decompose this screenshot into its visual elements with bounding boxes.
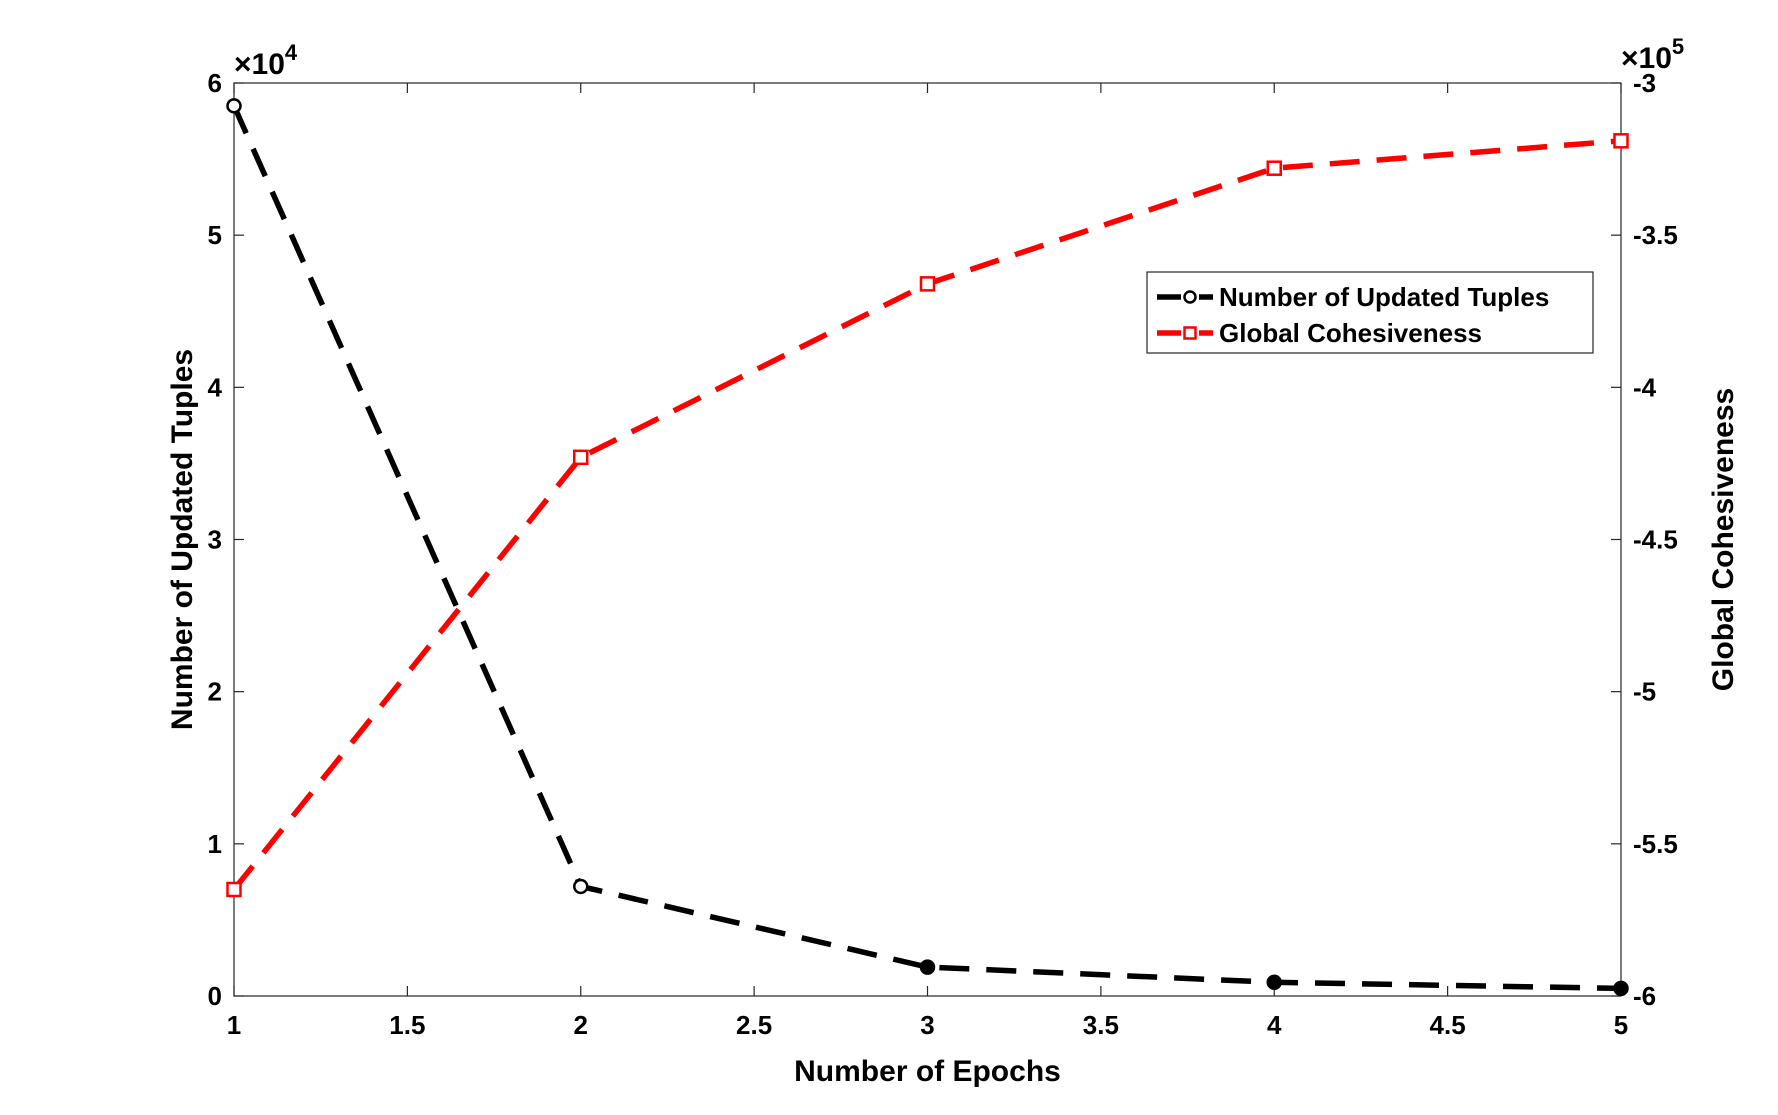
x-axis-label: Number of Epochs bbox=[794, 1055, 1061, 1088]
y-axis-left-exponent-power: 4 bbox=[285, 40, 298, 65]
legend-label: Number of Updated Tuples bbox=[1219, 282, 1549, 312]
legend-marker-square bbox=[1183, 326, 1197, 340]
x-tick-label: 4.5 bbox=[1430, 1010, 1466, 1040]
data-point-updated-tuples bbox=[919, 959, 936, 975]
data-point-updated-tuples bbox=[573, 878, 589, 895]
legend-label: Global Cohesiveness bbox=[1219, 318, 1482, 348]
y-right-tick-label: -4 bbox=[1633, 372, 1657, 402]
y-right-tick-label: -4.5 bbox=[1633, 525, 1678, 555]
series-line-updated-tuples bbox=[231, 104, 1622, 992]
plot-area-box bbox=[233, 82, 1622, 997]
y-left-tick-label: 2 bbox=[208, 677, 222, 707]
axis-labels: Number of Epochs Number of Updated Tuple… bbox=[166, 34, 1740, 1088]
y-right-tick-label: -5.5 bbox=[1633, 829, 1678, 859]
y-axis-right-exponent-base: ×10 bbox=[1621, 42, 1672, 75]
y-left-tick-label: 4 bbox=[208, 372, 223, 402]
y-left-tick-label: 3 bbox=[208, 525, 222, 555]
y-left-tick-label: 1 bbox=[208, 829, 222, 859]
data-point-global-cohesiveness bbox=[573, 449, 589, 466]
series-global-cohesiveness bbox=[226, 133, 1629, 898]
data-point-updated-tuples bbox=[226, 98, 242, 114]
series-updated-tuples bbox=[226, 98, 1629, 997]
axis-ticks: 1 1.5 2 2.5 3 3.5 4 4.5 50123456-6-5.5-5-4.5-4-3… bbox=[208, 68, 1678, 1040]
plot-frame bbox=[233, 82, 1622, 997]
legend-entry-updated-tuples: Number of Updated Tuples bbox=[1157, 282, 1549, 312]
x-tick-label: 4 bbox=[1267, 1010, 1282, 1040]
data-point-updated-tuples bbox=[1613, 980, 1629, 997]
x-tick-label: 2.5 bbox=[736, 1010, 772, 1040]
y-axis-left-exponent: ×104 bbox=[234, 40, 298, 81]
x-tick-label: 1.5 bbox=[389, 1010, 425, 1040]
y-right-tick-label: -6 bbox=[1633, 981, 1656, 1011]
x-tick-label: 2 bbox=[574, 1010, 588, 1040]
y-left-tick-label: 0 bbox=[208, 981, 222, 1011]
y-axis-right-exponent: ×105 bbox=[1621, 34, 1684, 75]
x-tick-label: 5 bbox=[1614, 1010, 1628, 1040]
y-left-tick-label: 6 bbox=[208, 68, 222, 98]
data-point-global-cohesiveness bbox=[1266, 160, 1282, 176]
y-axis-right-exponent-power: 5 bbox=[1672, 34, 1684, 59]
y-right-tick-label: -3.5 bbox=[1633, 220, 1678, 250]
y-axis-left-label: Number of Updated Tuples bbox=[166, 349, 199, 730]
legend-entry-global-cohesiveness: Global Cohesiveness bbox=[1157, 318, 1482, 348]
legend: Number of Updated Tuples Global Cohesiven… bbox=[1146, 271, 1594, 354]
x-tick-label: 3 bbox=[920, 1010, 934, 1040]
x-tick-label: 3.5 bbox=[1083, 1010, 1119, 1040]
y-right-tick-label: -3 bbox=[1633, 68, 1656, 98]
y-right-tick-label: -5 bbox=[1633, 677, 1656, 707]
data-point-global-cohesiveness bbox=[919, 276, 936, 292]
x-tick-label: 1 bbox=[227, 1010, 241, 1040]
series-line-global-cohesiveness bbox=[231, 138, 1622, 892]
data-point-updated-tuples bbox=[1266, 974, 1282, 991]
data-point-global-cohesiveness bbox=[1613, 133, 1629, 149]
legend-box bbox=[1146, 271, 1594, 354]
series-layer bbox=[226, 98, 1629, 997]
y-left-tick-label: 5 bbox=[208, 220, 222, 250]
legend-marker-circle bbox=[1183, 290, 1197, 304]
y-axis-left-exponent-base: ×10 bbox=[234, 48, 285, 81]
y-axis-right-label: Global Cohesiveness bbox=[1707, 388, 1740, 691]
data-point-global-cohesiveness bbox=[226, 881, 242, 898]
